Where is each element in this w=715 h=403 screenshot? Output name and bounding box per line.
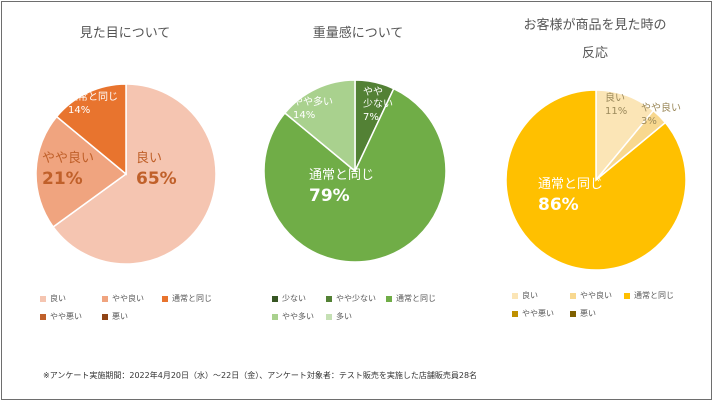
- legend-item-0: 良い: [512, 290, 538, 301]
- data-label-2: 通常と同じ 86%: [538, 177, 603, 215]
- data-label-1: やや良い 21%: [42, 150, 94, 189]
- pie-slice-2: [55, 83, 127, 176]
- legend-label: 多い: [336, 312, 352, 321]
- legend-swatch: [40, 295, 46, 302]
- legend-item-4: 悪い: [570, 308, 596, 319]
- legend-label: やや悪い: [50, 312, 82, 321]
- legend-swatch: [326, 313, 332, 320]
- chart-title-appearance: 見た目について: [79, 26, 171, 41]
- legend-swatch: [570, 310, 576, 317]
- survey-footnote: ※アンケート実施期間：2022年4月20日（水）～22日（金）、アンケート対象者…: [43, 371, 478, 380]
- legend-label: やや悪い: [522, 309, 554, 318]
- legend-item-2: 通常と同じ: [624, 290, 674, 301]
- chart-title-weight: 重量感について: [312, 26, 404, 41]
- legend-item-2: 通常と同じ: [386, 293, 436, 304]
- legend-swatch: [386, 295, 392, 302]
- legend-swatch: [162, 295, 168, 302]
- legend-label: やや良い: [112, 294, 144, 303]
- legend-item-3: やや多い: [272, 311, 314, 322]
- legend-swatch: [272, 313, 278, 320]
- pie-slice-2: [263, 87, 447, 263]
- pie-slice-2: [505, 89, 687, 271]
- legend-swatch: [624, 292, 630, 299]
- pie-slice-0: [52, 83, 217, 265]
- legend-item-4: 悪い: [102, 311, 128, 322]
- pie-chart-weight: やや少ない 7% 通常と同じ 79% やや多い 14%: [263, 79, 447, 263]
- data-label-0: 良い 11%: [605, 91, 627, 117]
- legend-swatch: [326, 295, 332, 302]
- legend-label: 良い: [50, 294, 66, 303]
- legend-appearance: 良い やや良い 通常と同じやや悪い 悪い: [40, 293, 260, 333]
- legend-item-3: やや悪い: [40, 311, 82, 322]
- legend-swatch: [512, 310, 518, 317]
- legend-label: 良い: [522, 291, 538, 300]
- legend-reaction: 良い やや良い 通常と同じやや悪い 悪い: [512, 290, 712, 330]
- data-label-0: 良い 65%: [136, 150, 177, 189]
- legend-label: やや多い: [282, 312, 314, 321]
- legend-swatch: [102, 295, 108, 302]
- data-label-2: やや多い 14%: [293, 95, 333, 121]
- legend-item-2: 通常と同じ: [162, 293, 212, 304]
- chart-title-reaction: お客様が商品を見た時の 反応: [523, 18, 667, 61]
- legend-item-1: やや良い: [570, 290, 612, 301]
- data-label-0: やや少ない 7%: [363, 86, 393, 123]
- legend-item-4: 多い: [326, 311, 352, 322]
- legend-swatch: [272, 295, 278, 302]
- legend-swatch: [102, 313, 108, 320]
- legend-label: やや良い: [580, 291, 612, 300]
- legend-label: 少ない: [282, 294, 306, 303]
- legend-label: 通常と同じ: [172, 294, 212, 303]
- data-label-2: 通常と同じ 14%: [68, 90, 118, 116]
- legend-item-3: やや悪い: [512, 308, 554, 319]
- pie-chart-reaction: 良い 11% やや良い 3% 通常と同じ 86%: [505, 89, 687, 271]
- legend-weight: 少ない やや少ない 通常と同じやや多い 多い: [272, 293, 492, 333]
- legend-label: 悪い: [580, 309, 596, 318]
- legend-label: やや少ない: [336, 294, 376, 303]
- legend-label: 悪い: [112, 312, 128, 321]
- legend-item-0: 少ない: [272, 293, 306, 304]
- legend-swatch: [570, 292, 576, 299]
- data-label-1: やや良い 3%: [641, 101, 681, 127]
- legend-label: 通常と同じ: [634, 291, 674, 300]
- legend-swatch: [40, 313, 46, 320]
- legend-item-0: 良い: [40, 293, 66, 304]
- legend-label: 通常と同じ: [396, 294, 436, 303]
- legend-swatch: [512, 292, 518, 299]
- legend-item-1: やや良い: [102, 293, 144, 304]
- data-label-1: 通常と同じ 79%: [309, 168, 374, 206]
- legend-item-1: やや少ない: [326, 293, 376, 304]
- pie-slice-1: [35, 115, 128, 228]
- pie-slice-3: [283, 79, 356, 173]
- pie-chart-appearance: 良い 65% やや良い 21% 通常と同じ 14%: [35, 83, 217, 265]
